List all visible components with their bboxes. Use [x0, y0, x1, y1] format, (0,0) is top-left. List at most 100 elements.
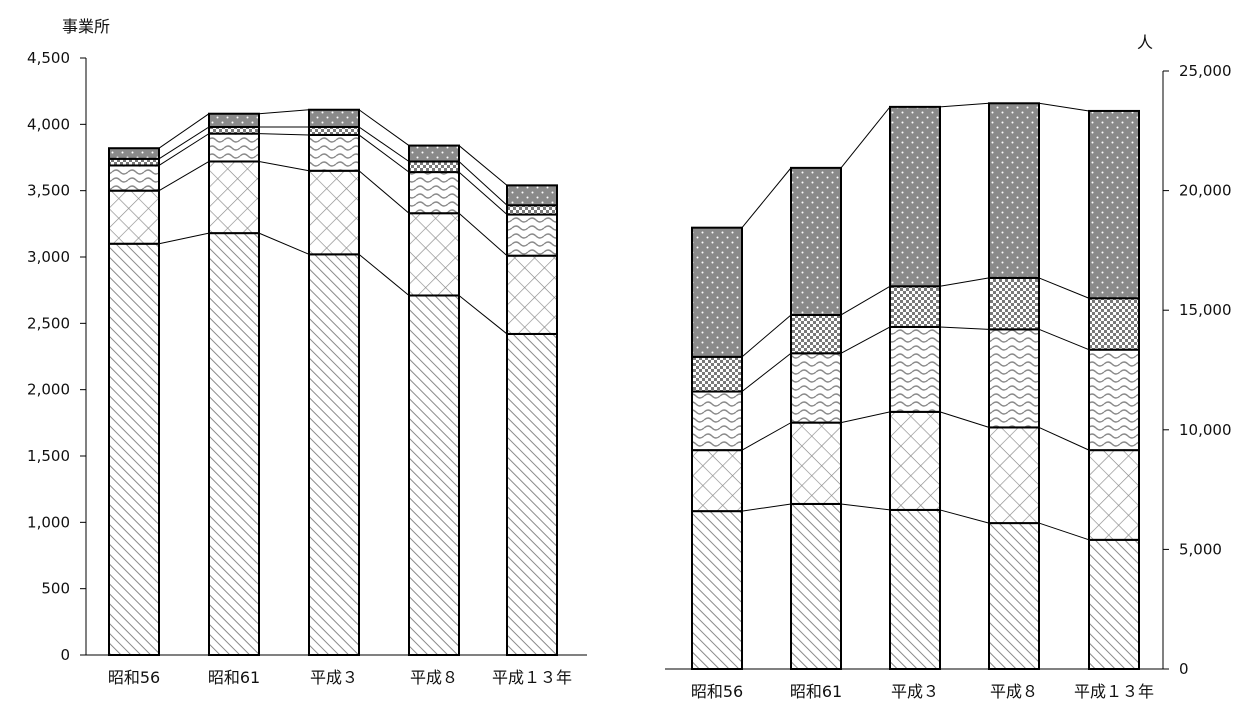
chart1-tick-label: 4,000 [27, 115, 70, 133]
chart2-tick-label: 0 [1179, 660, 1189, 678]
chart1-bar-segment-wave [208, 132, 260, 163]
chart1-connector-line [158, 113, 210, 149]
chart2-connector-line [939, 411, 990, 428]
chart2-bar-segment-wave [691, 390, 743, 452]
chart2-connector-line [840, 106, 891, 169]
chart1-connector-line [158, 232, 210, 245]
chart2-bar-segment-crosshatch [691, 449, 743, 513]
chart1-category-label: 昭和56 [108, 668, 160, 687]
chart2-tick-label: 10,000 [1179, 421, 1232, 439]
chart1-bar-segment-dots [108, 147, 160, 160]
establishments-chart: 事業所 0 500 1,000 1,500 2,000 2,500 3,000 3,500 4,… [27, 17, 587, 687]
chart1-connector-line [258, 160, 310, 172]
chart1-connector-line [458, 171, 508, 215]
chart1-bar-segment-checker [506, 204, 558, 216]
chart1-bar-segment-diagonal [208, 232, 260, 656]
chart1-bar-segment-crosshatch [108, 189, 160, 245]
chart2-bar-segment-wave [988, 328, 1040, 429]
chart1-connector-line [358, 253, 410, 296]
chart2-connector-lines [741, 102, 1090, 541]
chart2-connector-line [741, 314, 792, 358]
chart2-bar-segment-crosshatch [988, 426, 1040, 525]
chart1-bar-segment-wave [108, 164, 160, 192]
chart2-connector-line [939, 509, 990, 524]
chart2-bar-segment-dots [691, 226, 743, 358]
chart1-connector-line [458, 295, 508, 335]
chart2-category-label: 平成３ [891, 682, 939, 701]
chart2-unit-label: 人 [1137, 33, 1153, 52]
chart2-bar-segment-crosshatch [1088, 449, 1140, 541]
chart2-y-ticks: 0 5,000 10,000 15,000 20,000 25,000 [1163, 62, 1232, 678]
chart2-connector-line [741, 167, 792, 228]
chart2-bar-segment-wave [1088, 348, 1140, 452]
chart1-bars [108, 108, 558, 656]
chart2-bar-segment-checker [790, 313, 842, 355]
chart2-connector-line [1038, 102, 1090, 112]
chart2-bar-segment-diagonal [1088, 538, 1140, 670]
chart1-category-label: 平成８ [410, 668, 458, 687]
chart2-connector-line [939, 102, 990, 108]
chart2-category-label: 平成８ [990, 682, 1038, 701]
chart2-bar-segment-checker [1088, 297, 1140, 351]
chart1-connector-line [458, 145, 508, 186]
chart1-connector-line [358, 170, 410, 214]
chart1-category-label: 平成１３年 [492, 668, 572, 687]
chart1-bar-segment-diagonal [308, 253, 360, 656]
chart2-tick-label: 25,000 [1179, 62, 1232, 80]
chart1-connector-line [258, 133, 310, 136]
chart2-connector-line [1038, 328, 1090, 351]
chart2-category-label: 昭和61 [790, 682, 842, 701]
chart2-bar-segment-wave [889, 325, 941, 413]
chart1-connector-line [258, 109, 310, 115]
chart1-bar-segment-crosshatch [308, 169, 360, 256]
chart1-bar-segment-crosshatch [208, 160, 260, 235]
chart1-bar-segment-wave [408, 171, 460, 215]
chart2-tick-label: 15,000 [1179, 301, 1232, 319]
chart1-connector-line [358, 109, 410, 146]
chart2-category-labels: 昭和56 昭和61 平成３ 平成８ 平成１３年 [691, 682, 1154, 701]
chart1-bar-segment-diagonal [408, 294, 460, 656]
chart1-unit-label: 事業所 [62, 17, 110, 36]
chart1-connector-line [158, 161, 210, 192]
chart2-bar-segment-dots [1088, 109, 1140, 300]
chart1-bar-segment-dots [308, 108, 360, 128]
chart1-bar-segment-wave [506, 213, 558, 257]
chart1-bar-segment-checker [308, 125, 360, 136]
chart2-connector-line [741, 422, 792, 451]
chart2-connector-line [840, 411, 891, 424]
chart2-connector-line [939, 277, 990, 287]
chart2-bars [691, 102, 1140, 671]
chart2-bar-segment-diagonal [988, 522, 1040, 671]
chart2-connector-line [840, 326, 891, 354]
chart1-bar-segment-diagonal [506, 332, 558, 656]
chart1-tick-label: 500 [41, 580, 70, 598]
chart1-connector-line [358, 134, 410, 173]
chart1-tick-label: 3,000 [27, 248, 70, 266]
chart1-connector-line [358, 126, 410, 162]
chart2-bar-segment-checker [889, 285, 941, 328]
chart1-tick-label: 1,000 [27, 513, 70, 531]
chart2-connector-line [1038, 426, 1090, 451]
chart1-category-labels: 昭和56 昭和61 平成３ 平成８ 平成１３年 [108, 668, 572, 687]
chart1-bar-segment-checker [408, 160, 460, 174]
chart2-bar-segment-dots [790, 166, 842, 316]
chart2-connector-line [741, 503, 792, 512]
chart2-bar-segment-diagonal [889, 508, 941, 670]
chart2-bar-segment-wave [790, 352, 842, 424]
chart2-bar-segment-checker [691, 355, 743, 393]
chart1-connector-line [258, 232, 310, 255]
chart2-connector-line [840, 503, 891, 511]
chart2-tick-label: 5,000 [1179, 540, 1222, 558]
chart1-connector-lines [158, 109, 508, 335]
chart2-connector-line [741, 352, 792, 392]
chart1-bar-segment-dots [408, 144, 460, 163]
chart2-connector-line [1038, 277, 1090, 299]
chart1-tick-label: 2,500 [27, 314, 70, 332]
chart2-bar-segment-dots [889, 105, 941, 288]
chart1-bar-segment-wave [308, 133, 360, 172]
chart2-connector-line [1038, 522, 1090, 541]
chart1-tick-label: 0 [60, 646, 70, 664]
chart2-connector-line [939, 326, 990, 330]
chart1-category-label: 平成３ [310, 668, 358, 687]
